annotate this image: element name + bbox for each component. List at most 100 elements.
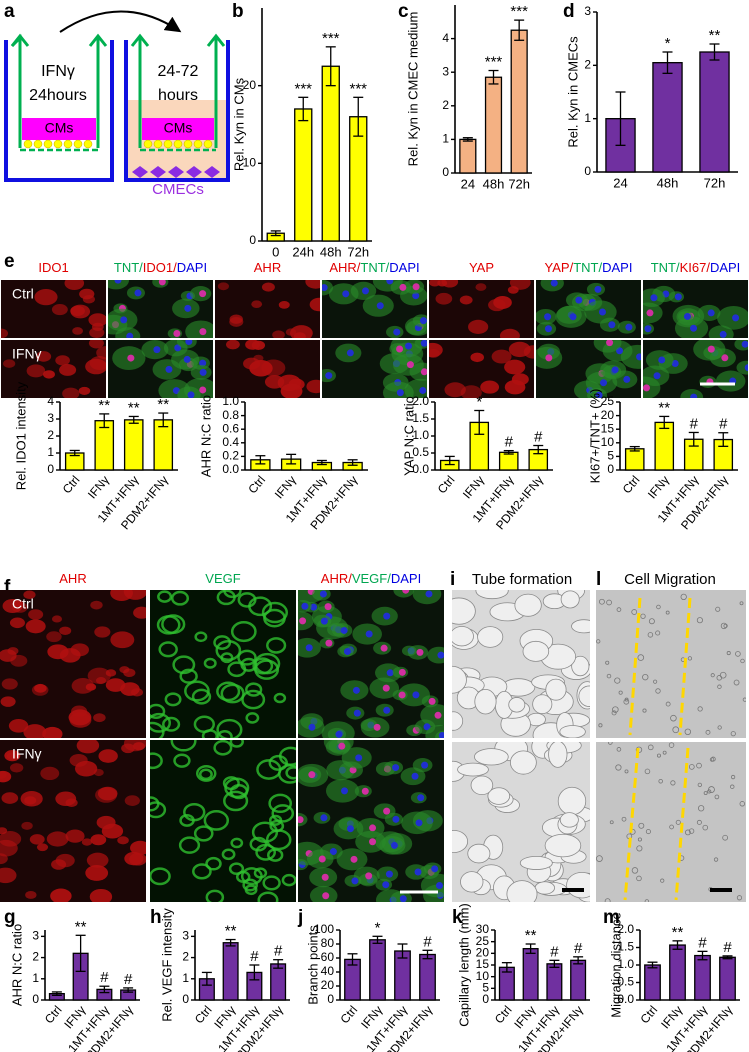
- nucleus: [741, 340, 748, 348]
- cell: [93, 713, 106, 723]
- migrating-cell: [640, 613, 646, 619]
- nucleus: [421, 761, 429, 769]
- insert: [88, 33, 108, 47]
- x-tick-label: 72h: [508, 176, 530, 191]
- cell: [254, 659, 280, 680]
- tube-cell: [452, 711, 464, 731]
- y-tick-label: 25: [476, 934, 490, 948]
- nucleus: [351, 877, 359, 885]
- nucleus: [320, 814, 328, 822]
- migrating-cell: [680, 593, 687, 601]
- cell: [242, 878, 258, 892]
- cell: [222, 776, 240, 791]
- x-tick-label: Ctrl: [620, 473, 643, 496]
- well: [124, 40, 230, 182]
- well: [4, 40, 114, 182]
- nucleus: [392, 764, 400, 772]
- header-part: IDO1/: [143, 260, 177, 275]
- image-content: [112, 340, 213, 398]
- image-header: VEGF: [205, 571, 240, 586]
- migrating-cell: [607, 742, 613, 745]
- cell: [203, 809, 230, 831]
- y-tick-label: 1: [47, 445, 54, 459]
- cm-layer: [142, 118, 214, 140]
- migrating-cell: [616, 747, 622, 752]
- cell: [213, 740, 233, 756]
- nucleus: [310, 603, 318, 611]
- y-tick-label: 4: [442, 31, 449, 45]
- cell: [132, 742, 145, 751]
- cell: [499, 328, 520, 338]
- cell: [98, 749, 118, 763]
- nucleus: [343, 647, 351, 655]
- nucleus: [325, 639, 333, 647]
- significance: ***: [349, 80, 367, 97]
- cell: [105, 678, 126, 692]
- image-content: [536, 280, 636, 336]
- y-tick-label: 2: [32, 950, 39, 964]
- cell-label: CMECs: [152, 181, 204, 198]
- image-header: YAP: [469, 260, 494, 275]
- cell: [195, 764, 217, 782]
- x-tick-label: 48h: [483, 176, 505, 191]
- cell: [158, 641, 178, 658]
- header-part: TNT/: [360, 260, 389, 275]
- migrating-cell: [722, 834, 729, 841]
- wound-edge: [678, 597, 692, 736]
- bar: [652, 62, 683, 173]
- tube-cell: [508, 697, 526, 713]
- panel-letter: f: [4, 577, 11, 598]
- y-tick-label: 1.0: [412, 428, 429, 442]
- nucleus: [299, 617, 307, 625]
- nucleus: [386, 280, 394, 285]
- bar: [222, 942, 239, 1001]
- x-tick-label: 24: [461, 176, 475, 191]
- x-tick-label: Ctrl: [60, 473, 83, 496]
- cell: [268, 814, 283, 826]
- y-tick-label: 0: [327, 992, 334, 1006]
- image-content: [643, 285, 748, 338]
- cell: [171, 590, 190, 606]
- image-bg: [596, 590, 746, 738]
- cell: [55, 853, 75, 868]
- cell: [198, 768, 213, 781]
- significance: **: [75, 918, 87, 935]
- nucleus: [690, 393, 698, 398]
- panel-title: Tube formation: [472, 571, 572, 588]
- migrating-cell: [715, 606, 721, 612]
- y-axis-label: KI67+/TNT+ (%): [587, 389, 602, 484]
- header-part: AHR: [254, 260, 281, 275]
- migrating-cell: [621, 816, 627, 822]
- micrograph: [298, 590, 444, 738]
- nucleus: [301, 602, 309, 610]
- header-part: DAPI: [177, 260, 207, 275]
- nucleus: [341, 787, 349, 795]
- cell: [89, 888, 113, 902]
- y-tick-label: 2.0: [412, 394, 429, 408]
- image-header: TNT/IDO1/DAPI: [114, 260, 207, 275]
- y-tick-label: 15: [601, 421, 615, 435]
- x-tick-label: IFNγ: [645, 473, 672, 501]
- migrating-cell: [688, 764, 695, 770]
- nucleus: [361, 787, 369, 795]
- nucleus: [126, 332, 134, 338]
- x-tick-label: 48h: [657, 175, 679, 190]
- micrograph: [150, 590, 296, 738]
- nucleus: [420, 340, 427, 347]
- nucleus: [412, 283, 420, 291]
- cell: [223, 790, 249, 812]
- cell: [309, 297, 320, 312]
- nucleus: [185, 340, 193, 346]
- migrating-cell: [656, 753, 661, 758]
- migrating-cell: [684, 829, 691, 836]
- bar: [719, 956, 736, 1001]
- nucleus: [406, 361, 414, 369]
- treatment-label: hours: [158, 87, 198, 104]
- migrating-cell: [740, 658, 745, 664]
- cell: [285, 766, 296, 780]
- cell: [508, 341, 531, 358]
- migrating-cell: [697, 805, 705, 812]
- micrograph: [0, 590, 146, 738]
- cell: [281, 873, 296, 887]
- y-tick-label: 1.5: [617, 940, 634, 954]
